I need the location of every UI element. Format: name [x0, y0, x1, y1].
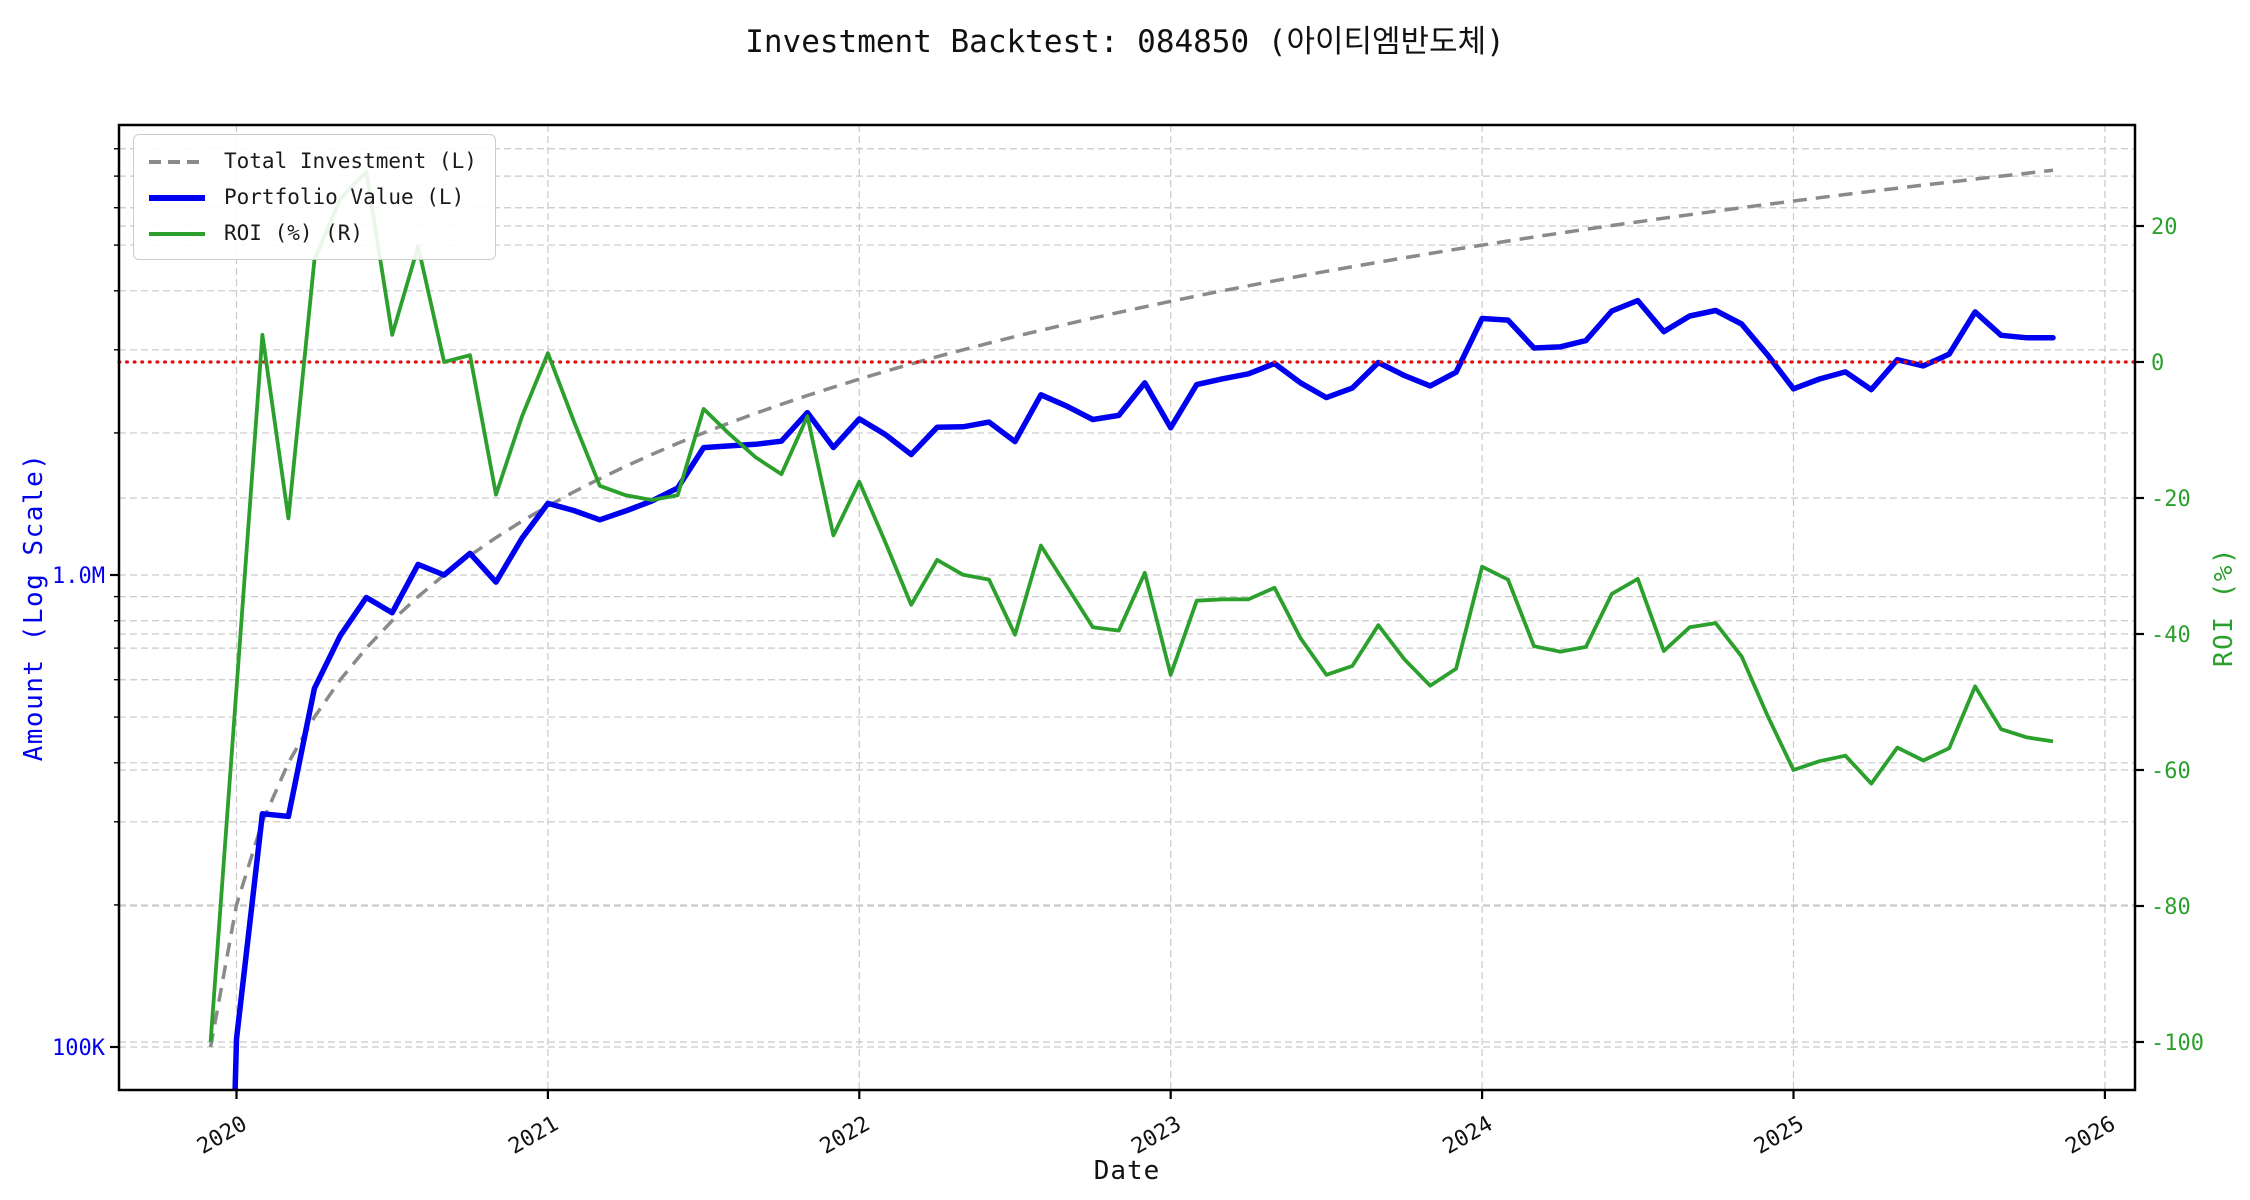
y-gridlines: [119, 148, 2135, 1048]
left-tick-label: 100K: [52, 1036, 106, 1061]
solid-line-sample: [148, 224, 206, 243]
series-total-investment: [208, 168, 2054, 1048]
right-tick-label: 20: [2151, 215, 2178, 240]
legend: Total Investment (L) Portfolio Value (L) R…: [133, 134, 496, 260]
right-tick-label: -100: [2151, 1031, 2204, 1056]
right-tick-label: -20: [2151, 487, 2191, 512]
legend-item: Total Investment (L): [148, 143, 477, 179]
x-tick-label: 2024: [1439, 1112, 1497, 1160]
x-tick-label: 2023: [1127, 1112, 1185, 1160]
right-tick-label: -40: [2151, 623, 2191, 648]
plot-frame: [117, 123, 2137, 1092]
right-tick-label: 0: [2151, 351, 2164, 376]
left-axis-label: Amount (Log Scale): [19, 452, 49, 762]
x-axis-label: Date: [1093, 1156, 1161, 1186]
x-tick-label: 2021: [505, 1112, 563, 1160]
legend-item: Portfolio Value (L): [148, 179, 477, 215]
series-roi: [208, 169, 2054, 1043]
legend-item-label: Portfolio Value (L): [224, 185, 465, 209]
right-tick-label: -80: [2151, 895, 2191, 920]
series-portfolio-value: [232, 297, 2056, 1090]
left-tick-label: 1.0M: [52, 564, 105, 589]
x-tick-label: 2020: [193, 1112, 251, 1160]
x-ticks: [235, 1090, 2106, 1099]
chart-title: Investment Backtest: 084850 (아이티엠반도체): [745, 24, 1505, 60]
left-ticks: [110, 148, 119, 1049]
legend-item: ROI (%) (R): [148, 215, 477, 251]
dashed-line-sample: [148, 152, 206, 171]
x-tick-label: 2022: [816, 1112, 874, 1160]
legend-item-label: Total Investment (L): [224, 149, 477, 173]
x-tick-labels: 2020 2021 2022 2023 2024 2025 2026: [193, 1112, 2120, 1160]
x-tick-label: 2025: [1750, 1112, 1808, 1160]
right-ticks: [2135, 224, 2144, 1044]
right-tick-label: -60: [2151, 759, 2191, 784]
x-gridlines: [235, 125, 2106, 1090]
legend-item-label: ROI (%) (R): [224, 221, 364, 245]
x-tick-label: 2026: [2062, 1112, 2120, 1160]
solid-line-sample: [148, 188, 206, 207]
right-axis-label: ROI (%): [2209, 546, 2239, 668]
